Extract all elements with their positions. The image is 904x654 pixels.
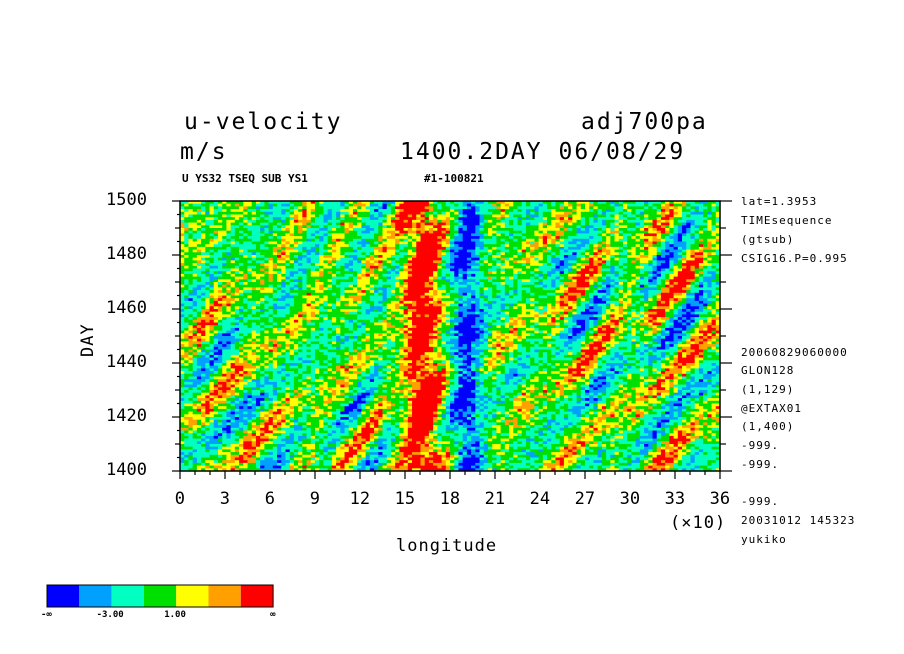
x-tick-label: 24	[529, 489, 551, 509]
side-info-3: (gtsub)	[741, 233, 795, 246]
colorbar-swatch	[240, 585, 274, 607]
x-tick-label: 21	[484, 489, 506, 509]
side-info-14: yukiko	[741, 533, 787, 546]
side-info-6: GLON128	[741, 364, 795, 377]
y-tick-label: 1400	[106, 460, 147, 480]
colorbar-frame	[46, 584, 274, 608]
axis-ticks	[172, 200, 732, 479]
info-left: U YS32 TSEQ SUB YS1	[182, 172, 308, 185]
y-tick-label: 1480	[106, 244, 147, 264]
side-info-5: 20060829060000	[741, 346, 848, 359]
colorbar	[46, 584, 274, 608]
x-tick-label: 6	[264, 489, 276, 509]
x-tick-label: 18	[439, 489, 461, 509]
side-info-11: -999.	[741, 458, 780, 471]
experiment-label: adj700pa	[581, 109, 708, 135]
info-right: #1-100821	[424, 172, 484, 185]
colorbar-swatch	[111, 585, 144, 607]
colorbar-swatch	[79, 585, 112, 607]
x-tick-label: 3	[219, 489, 231, 509]
x-tick-label: 12	[349, 489, 371, 509]
side-info-4: CSIG16.P=0.995	[741, 252, 848, 265]
time-label: 1400.2DAY 06/08/29	[400, 139, 686, 165]
x-tick-label: 27	[574, 489, 596, 509]
y-tick-label: 1500	[106, 190, 147, 210]
colorbar-swatch	[176, 585, 209, 607]
x-tick-label: 15	[394, 489, 416, 509]
y-tick-label: 1420	[106, 406, 147, 426]
side-info-12: -999.	[741, 495, 780, 508]
colorbar-label: 1.00	[164, 610, 186, 620]
x-tick-label: 30	[619, 489, 641, 509]
side-info-1: lat=1.3953	[741, 195, 818, 208]
x-tick-label: 36	[709, 489, 731, 509]
side-info-10: -999.	[741, 439, 780, 452]
y-tick-label: 1460	[106, 298, 147, 318]
side-info-7: (1,129)	[741, 383, 795, 396]
side-info-9: (1,400)	[741, 420, 795, 433]
x-tick-label: 33	[664, 489, 686, 509]
side-info-8: @EXTAX01	[741, 402, 802, 415]
y-tick-label: 1440	[106, 352, 147, 372]
colorbar-swatch	[208, 585, 241, 607]
chart-title: u-velocity	[184, 109, 343, 135]
colorbar-label: -3.00	[96, 610, 124, 620]
heatmap-cells	[180, 201, 720, 471]
x-axis-label: longitude	[396, 536, 498, 556]
colorbar-label: -∞	[41, 610, 52, 620]
x-tick-label: 9	[309, 489, 321, 509]
colorbar-label: ∞	[270, 610, 276, 620]
units-label: m/s	[180, 139, 228, 165]
x-multiplier-label: (×10)	[670, 513, 727, 533]
colorbar-swatch	[47, 585, 80, 607]
colorbar-swatch	[143, 585, 177, 607]
side-info-13: 20031012 145323	[741, 514, 856, 527]
x-tick-label: 0	[174, 489, 186, 509]
side-info-2: TIMEsequence	[741, 214, 833, 227]
